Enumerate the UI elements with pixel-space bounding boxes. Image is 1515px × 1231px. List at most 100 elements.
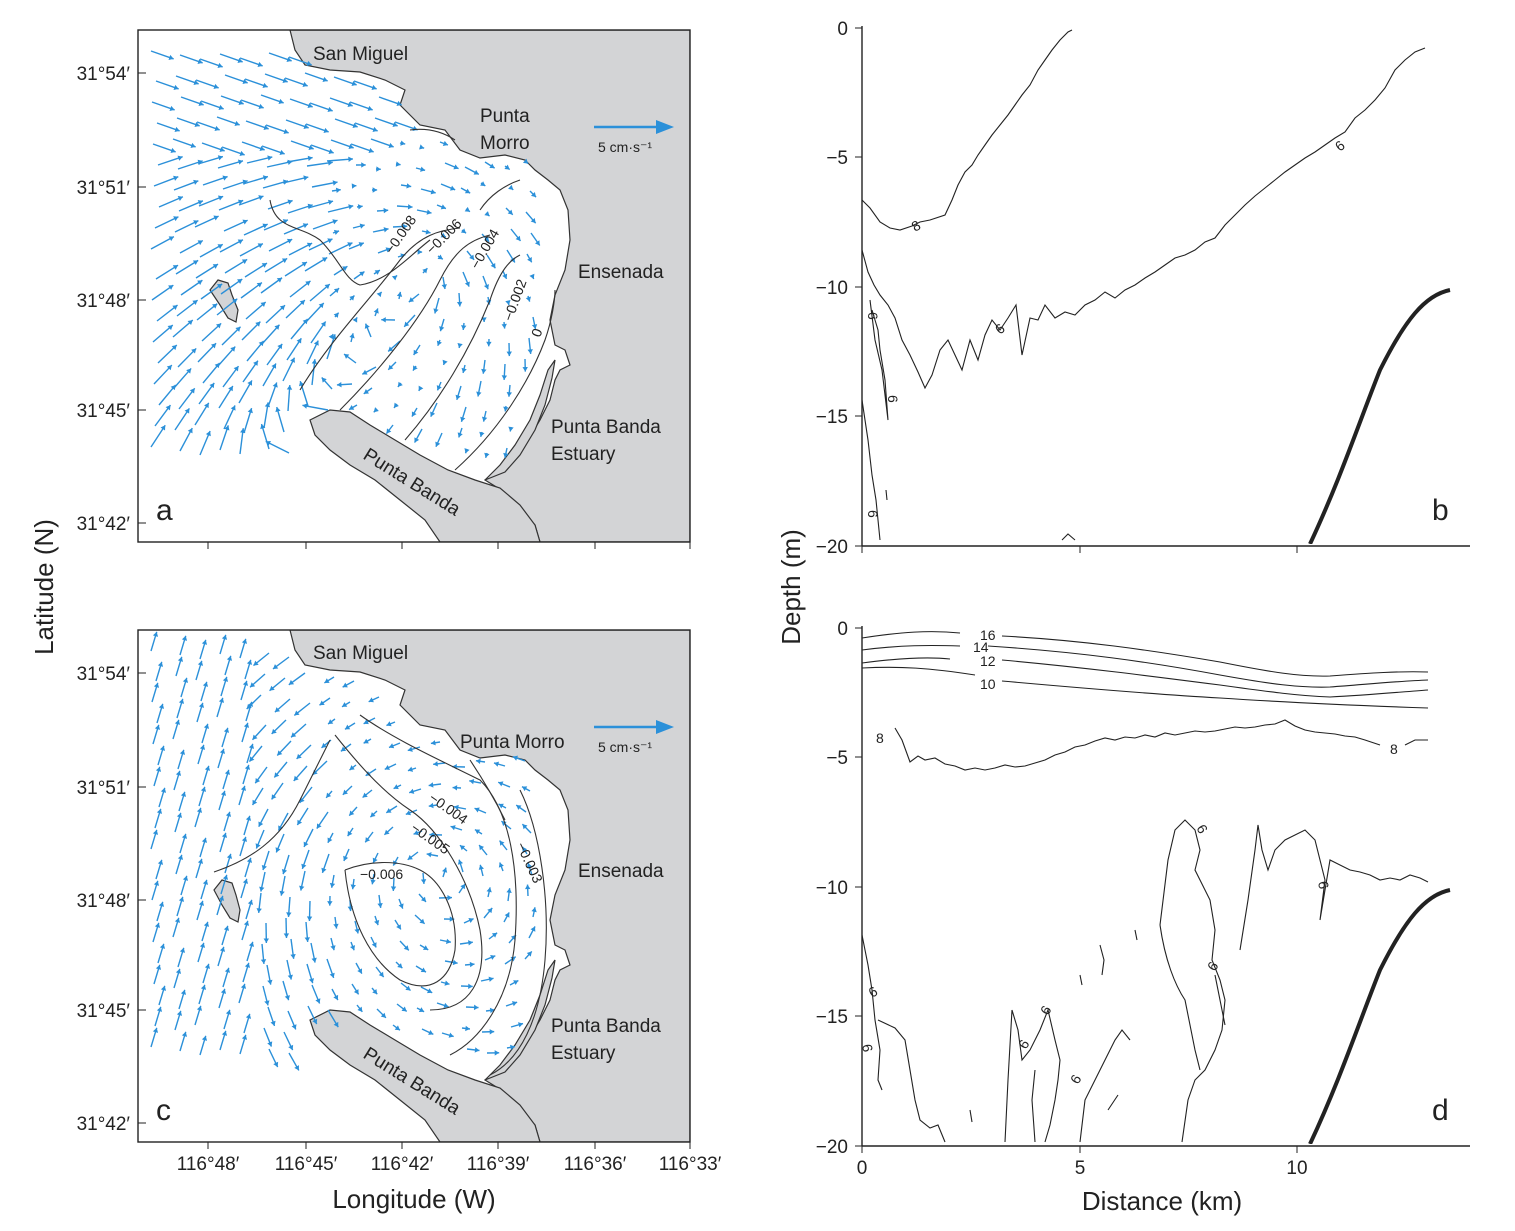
current-vector-head <box>440 232 446 238</box>
current-vector-head <box>332 219 338 225</box>
current-vector-head <box>294 1065 299 1071</box>
current-vector-head <box>377 903 383 908</box>
current-vector-head <box>267 1041 273 1047</box>
current-vector-head <box>223 925 230 931</box>
current-vector-head <box>510 956 516 962</box>
current-vector-head <box>363 389 369 394</box>
lat-axis-a: 31°54′ 31°51′ 31°48′ 31°45′ 31°42′ <box>77 64 146 535</box>
current-vector-head <box>201 837 208 843</box>
current-vector-head <box>327 837 333 843</box>
current-vector-head <box>178 698 185 704</box>
current-vector-head <box>474 807 480 813</box>
current-vector-head <box>328 719 334 725</box>
iso-label-d-2: 12 <box>980 653 996 669</box>
land-estuary-bar-a <box>484 359 556 481</box>
iso-label-b-5: 6 <box>865 510 881 518</box>
current-vector-head <box>157 859 164 865</box>
current-vector-head <box>484 236 490 242</box>
current-vector-head <box>307 155 313 162</box>
current-vector-head <box>347 830 353 837</box>
svg-text:−10: −10 <box>816 878 848 899</box>
current-vector-head <box>383 207 389 214</box>
lat-tick-a-2: 31°48′ <box>77 291 146 312</box>
svg-text:31°54′: 31°54′ <box>77 64 131 85</box>
current-vector-head <box>327 238 333 244</box>
current-vector-head <box>322 76 328 82</box>
current-vector-head <box>174 126 180 132</box>
current-vector-head <box>461 325 467 330</box>
current-vector-head <box>363 719 369 725</box>
current-vector-head <box>529 273 535 280</box>
current-vector-head <box>306 242 313 248</box>
current-vector-head <box>267 979 273 985</box>
current-vector-head <box>489 1029 495 1035</box>
current-vector-head <box>493 761 500 767</box>
current-vector-head <box>469 254 475 260</box>
current-vector-head <box>530 218 536 224</box>
current-vector-head <box>237 159 243 165</box>
current-vector-head <box>327 901 333 906</box>
current-vector-head <box>160 425 166 431</box>
current-vector-head <box>498 862 504 868</box>
current-vector-head <box>214 125 220 131</box>
scale-label-c: 5 cm·s⁻¹ <box>598 739 652 755</box>
current-vector-head <box>182 677 189 683</box>
current-vector-head <box>354 928 360 934</box>
current-vector-head <box>506 351 512 357</box>
current-vector-head <box>440 204 446 210</box>
current-vector-head <box>320 321 326 327</box>
current-vector-head <box>264 1000 270 1006</box>
isolines-b <box>862 29 1451 544</box>
svg-text:−15: −15 <box>816 407 848 428</box>
current-vector-head <box>401 1006 407 1012</box>
current-vector-head <box>340 746 347 752</box>
current-vector-head <box>299 300 305 306</box>
current-vector-head <box>202 879 209 885</box>
current-vector-head <box>256 282 262 288</box>
lon-tick-c-3: 116°39′ <box>467 1142 530 1175</box>
current-vector-head <box>407 204 413 210</box>
svg-text:31°51′: 31°51′ <box>77 778 131 799</box>
current-vector-head <box>213 215 219 221</box>
current-vector-head <box>420 967 426 973</box>
current-vector-head <box>430 740 436 746</box>
panel-letter-d: d <box>1432 1094 1449 1127</box>
current-vector-head <box>506 391 513 397</box>
current-vector-head <box>468 940 473 946</box>
current-vector-head <box>530 926 536 932</box>
current-vector-head <box>349 810 355 816</box>
current-vector-head <box>286 385 293 390</box>
distance-axis-d: 0 5 10 <box>857 1146 1308 1179</box>
current-vector-head <box>169 105 175 111</box>
current-vector-head <box>283 933 290 938</box>
place-ensenada-c: Ensenada <box>578 861 664 882</box>
current-vector-head <box>386 428 392 434</box>
contour-label-c-4: −0.006 <box>360 866 403 882</box>
land-spit-c <box>309 1009 541 1142</box>
current-vector-head <box>203 921 210 927</box>
current-vector-head <box>465 1025 470 1032</box>
current-vector-head <box>373 407 379 413</box>
current-vector-head <box>513 980 519 986</box>
current-vector-head <box>197 240 203 246</box>
lat-tick-a-0: 31°54′ <box>77 64 146 85</box>
current-vector-head <box>230 346 236 352</box>
current-vector-head <box>464 188 471 194</box>
current-vector-head <box>474 829 481 835</box>
current-vector-head <box>274 324 280 330</box>
current-vector-head <box>452 785 458 791</box>
depth-tick-d-1: −5 <box>826 748 862 769</box>
current-vector-head <box>199 942 206 948</box>
depth-tick-d-3: −15 <box>816 1007 862 1028</box>
current-vector-head <box>296 338 302 344</box>
current-vector-head <box>429 832 434 838</box>
current-vector-head <box>305 280 311 286</box>
lat-tick-a-4: 31°42′ <box>77 514 146 535</box>
current-vector-head <box>273 1061 279 1068</box>
current-vector-head <box>286 56 292 62</box>
current-vector-head <box>408 297 415 303</box>
current-vector-head <box>156 1006 163 1012</box>
iso-label-b-3: 6 <box>865 312 881 320</box>
current-vector-head <box>214 362 220 369</box>
current-vector-head <box>197 200 203 206</box>
